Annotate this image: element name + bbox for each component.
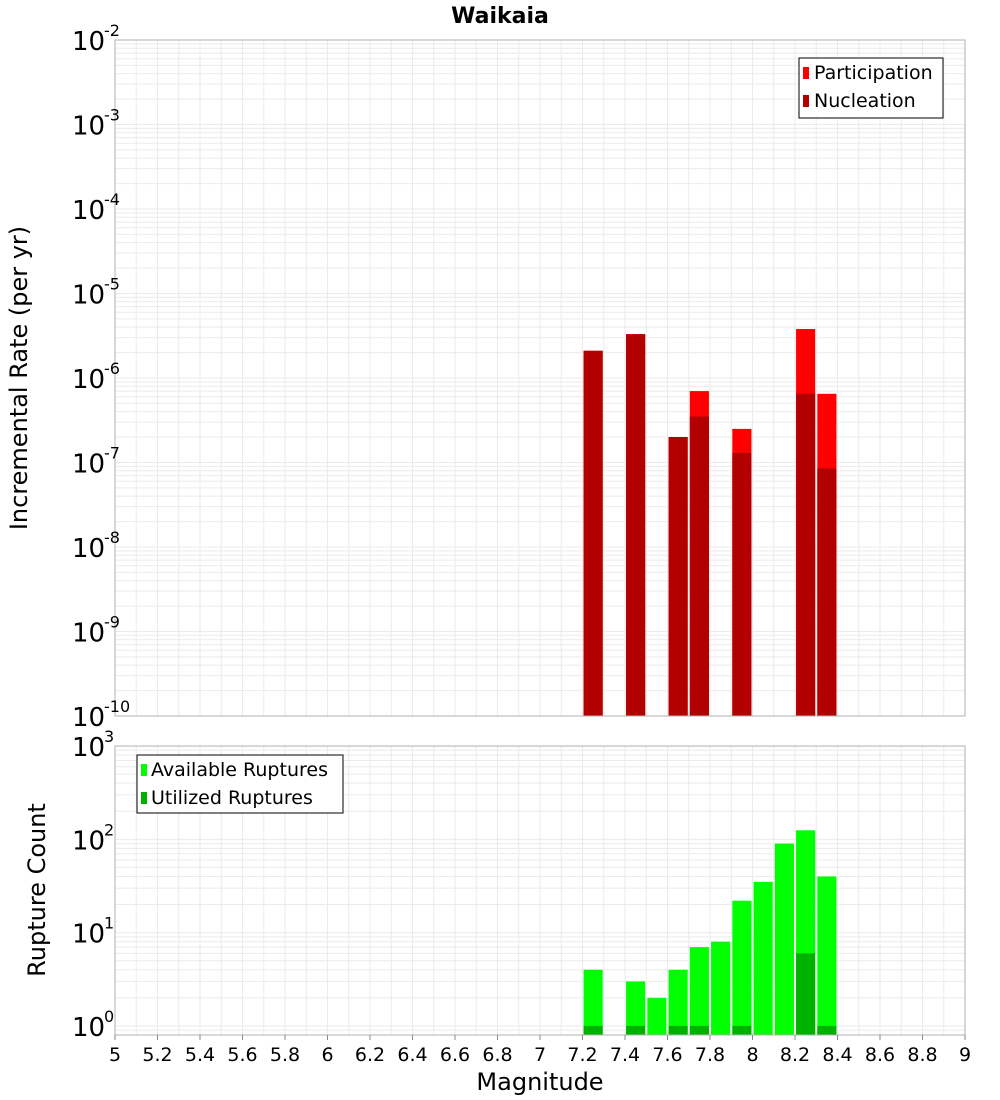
nucleation-bar [796, 393, 816, 716]
rate-grid [114, 39, 966, 717]
x-tick-label: 7.2 [567, 1044, 597, 1066]
y-tick-exponent: -2 [104, 21, 120, 40]
available-bar [647, 997, 667, 1035]
rate-legend: Participation Nucleation [798, 57, 944, 119]
nucleation-bar [689, 416, 709, 716]
y-tick-label: 10 [72, 112, 105, 142]
x-tick-label: 6 [321, 1044, 333, 1066]
participation-legend-label: Participation [814, 62, 933, 84]
x-tick-label: 8.4 [822, 1044, 852, 1066]
x-tick-label: 6.6 [440, 1044, 470, 1066]
y-tick-exponent: 0 [104, 1007, 114, 1026]
y-tick-exponent: 1 [104, 914, 114, 933]
rate-plot-frame [114, 39, 966, 717]
nucleation-bar [583, 350, 603, 716]
y-tick-label: 10 [72, 920, 105, 950]
x-tick-label: 8 [746, 1044, 758, 1066]
nucleation-legend-swatch [803, 95, 809, 107]
y-tick-label: 10 [72, 281, 105, 311]
y-tick-label: 10 [72, 365, 105, 395]
x-tick-label: 7.8 [695, 1044, 725, 1066]
y-tick-exponent: -9 [104, 613, 120, 632]
available-bar [668, 969, 688, 1035]
y-tick-exponent: -4 [104, 190, 120, 209]
utilized-bar [796, 953, 816, 1035]
nucleation-bar [668, 437, 688, 716]
nucleation-legend-label: Nucleation [814, 90, 916, 112]
y-tick-exponent: 3 [104, 727, 114, 746]
y-tick-label: 10 [72, 534, 105, 564]
x-tick-label: 6.2 [355, 1044, 385, 1066]
available-bar [626, 981, 646, 1035]
utilized-legend-swatch [141, 792, 147, 804]
x-axis-ticks: 5 5.2 5.4 5.6 5.8 6 6.2 6.4 6.6 6.8 7 7.2 7.4 7.6 7.8 8… [109, 1035, 971, 1066]
y-tick-exponent: -7 [104, 444, 120, 463]
y-tick-exponent: -3 [104, 106, 120, 125]
y-tick-exponent: -10 [104, 697, 130, 716]
x-tick-label: 5.6 [227, 1044, 257, 1066]
available-bar [753, 881, 773, 1035]
x-tick-label: 5.2 [142, 1044, 172, 1066]
nucleation-bar [732, 452, 752, 716]
x-axis-label: Magnitude [476, 1068, 603, 1096]
utilized-bar [583, 1025, 603, 1035]
x-tick-label: 6.4 [397, 1044, 427, 1066]
rate-legend-box [798, 57, 944, 119]
y-tick-label: 10 [72, 196, 105, 226]
available-bar [583, 969, 603, 1035]
utilized-bar [817, 1025, 837, 1035]
available-bar [732, 900, 752, 1035]
available-bar [774, 843, 794, 1035]
y-tick-label: 10 [72, 1013, 105, 1043]
utilized-bar [668, 1025, 688, 1035]
nucleation-bar [626, 334, 646, 716]
available-bar [817, 876, 837, 1035]
x-tick-label: 8.8 [907, 1044, 937, 1066]
count-bars [583, 830, 837, 1035]
utilized-bar [626, 1025, 646, 1035]
y-tick-label: 10 [72, 450, 105, 480]
y-tick-label: 10 [72, 733, 105, 763]
nucleation-bar [817, 468, 837, 716]
x-tick-label: 7.4 [610, 1044, 640, 1066]
y-tick-exponent: 2 [104, 820, 114, 839]
count-legend: Available Ruptures Utilized Ruptures [136, 754, 344, 814]
available-bar [711, 941, 731, 1035]
y-tick-exponent: -5 [104, 275, 120, 294]
x-tick-label: 7 [534, 1044, 546, 1066]
x-tick-label: 9 [959, 1044, 971, 1066]
available-legend-swatch [141, 764, 147, 776]
count-y-axis-label: Rupture Count [23, 803, 51, 977]
utilized-bar [732, 1025, 752, 1035]
available-bar [689, 947, 709, 1035]
x-tick-label: 7.6 [652, 1044, 682, 1066]
y-tick-label: 10 [72, 703, 105, 733]
y-tick-exponent: -6 [104, 359, 120, 378]
available-legend-label: Available Ruptures [151, 759, 328, 781]
x-tick-label: 8.6 [865, 1044, 895, 1066]
x-tick-label: 6.8 [482, 1044, 512, 1066]
x-tick-label: 5.4 [185, 1044, 215, 1066]
x-tick-label: 5.8 [270, 1044, 300, 1066]
y-tick-label: 10 [72, 619, 105, 649]
rate-bars [583, 329, 837, 716]
x-tick-label: 5 [109, 1044, 121, 1066]
chart-title: Waikaia [451, 4, 549, 29]
rate-y-axis-label: Incremental Rate (per yr) [5, 226, 33, 530]
utilized-legend-label: Utilized Ruptures [151, 787, 313, 809]
x-tick-label: 8.2 [780, 1044, 810, 1066]
y-tick-label: 10 [72, 27, 105, 57]
utilized-bar [689, 1025, 709, 1035]
count-legend-box [136, 754, 344, 814]
y-tick-exponent: -8 [104, 528, 120, 547]
y-tick-label: 10 [72, 826, 105, 856]
participation-legend-swatch [803, 67, 809, 79]
